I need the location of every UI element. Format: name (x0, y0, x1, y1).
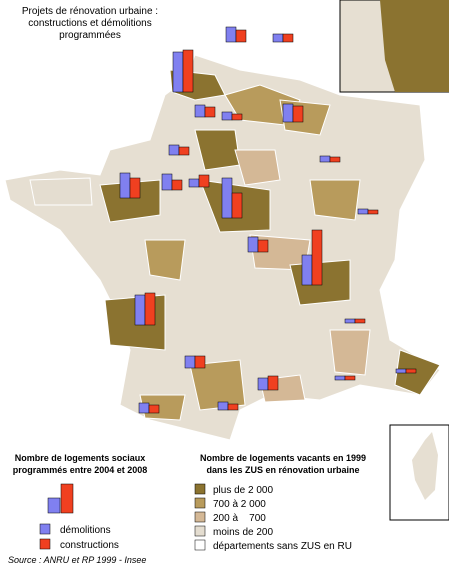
inset-fill (380, 0, 449, 92)
bar-demolition (172, 51, 184, 93)
legend-swatch (39, 523, 51, 535)
bar-construction (144, 292, 156, 326)
title: Projets de rénovation urbaine : construc… (22, 6, 158, 41)
legend-swatch (39, 538, 51, 550)
france-map (4, 0, 449, 521)
bar-demolition (221, 177, 233, 219)
bar-construction (292, 105, 304, 123)
legend-title: Nombre de logements vacants en 1999 (200, 453, 366, 463)
bar-demolition (168, 144, 180, 156)
legend-label: 700 à 2 000 (213, 499, 266, 510)
bar-demolition (138, 402, 150, 414)
bar-demolition (319, 155, 331, 163)
title-line: programmées (59, 30, 121, 41)
bar-construction (231, 113, 243, 121)
legend-swatch (194, 511, 206, 523)
legend-bar-sample (60, 483, 74, 514)
bar-construction (344, 375, 356, 381)
bar-demolition (282, 103, 294, 123)
legend-title: programmés entre 2004 et 2008 (13, 465, 148, 475)
bar-demolition (221, 111, 233, 121)
bar-demolition (357, 208, 369, 215)
legend-bar-sample (47, 497, 61, 514)
title-line: Projets de rénovation urbaine : (22, 6, 158, 17)
legend-swatch (194, 483, 206, 495)
bar-construction (235, 29, 247, 43)
bar-demolition (225, 26, 237, 43)
legend-label: moins de 200 (213, 527, 273, 538)
corsica (412, 432, 438, 500)
bar-construction (148, 404, 160, 414)
bar-demolition (217, 401, 229, 411)
legend-swatch (194, 497, 206, 509)
bar-demolition (334, 375, 346, 381)
legend-label: plus de 2 000 (213, 485, 273, 496)
bar-demolition (194, 104, 206, 118)
bar-construction (405, 368, 417, 374)
class-legend: Nombre de logements vacants en 1999 dans… (194, 453, 366, 552)
bar-construction (329, 156, 341, 163)
bar-demolition (134, 294, 146, 326)
legend-label: départements sans ZUS en RU (213, 541, 352, 552)
bar-demolition (395, 368, 407, 374)
bar-demolition (301, 254, 313, 286)
bar-legend: Nombre de logements sociaux programmés e… (13, 453, 148, 551)
bar-demolition (257, 377, 269, 391)
bar-construction (194, 355, 206, 369)
bar-construction (129, 177, 141, 199)
title-line: constructions et démolitions (28, 18, 151, 29)
legend-label: constructions (60, 540, 119, 551)
source: Source : ANRU et RP 1999 - Insee (8, 555, 146, 565)
bar-construction (257, 239, 269, 253)
bar-construction (311, 229, 323, 286)
legend-swatch (194, 539, 206, 551)
bar-demolition (184, 355, 196, 369)
bar-demolition (119, 172, 131, 199)
bar-construction (182, 49, 194, 93)
bar-construction (204, 106, 216, 118)
bar-demolition (344, 318, 356, 324)
bar-construction (178, 146, 190, 156)
bar-demolition (161, 173, 173, 191)
legend-swatch (194, 525, 206, 537)
bar-demolition (188, 178, 200, 188)
bar-construction (367, 209, 379, 215)
bar-construction (267, 375, 279, 391)
bar-construction (198, 174, 210, 188)
bar-construction (171, 179, 183, 191)
bar-demolition (247, 236, 259, 253)
legend-title: Nombre de logements sociaux (15, 453, 146, 463)
bar-construction (231, 192, 243, 219)
bar-construction (227, 403, 239, 411)
legend-title: dans les ZUS en rénovation urbaine (206, 465, 359, 475)
legend-label: 200 à 700 (213, 513, 266, 524)
bar-construction (282, 33, 294, 43)
bar-construction (354, 318, 366, 324)
bar-demolition (272, 33, 284, 43)
legend-label: démolitions (60, 525, 111, 536)
